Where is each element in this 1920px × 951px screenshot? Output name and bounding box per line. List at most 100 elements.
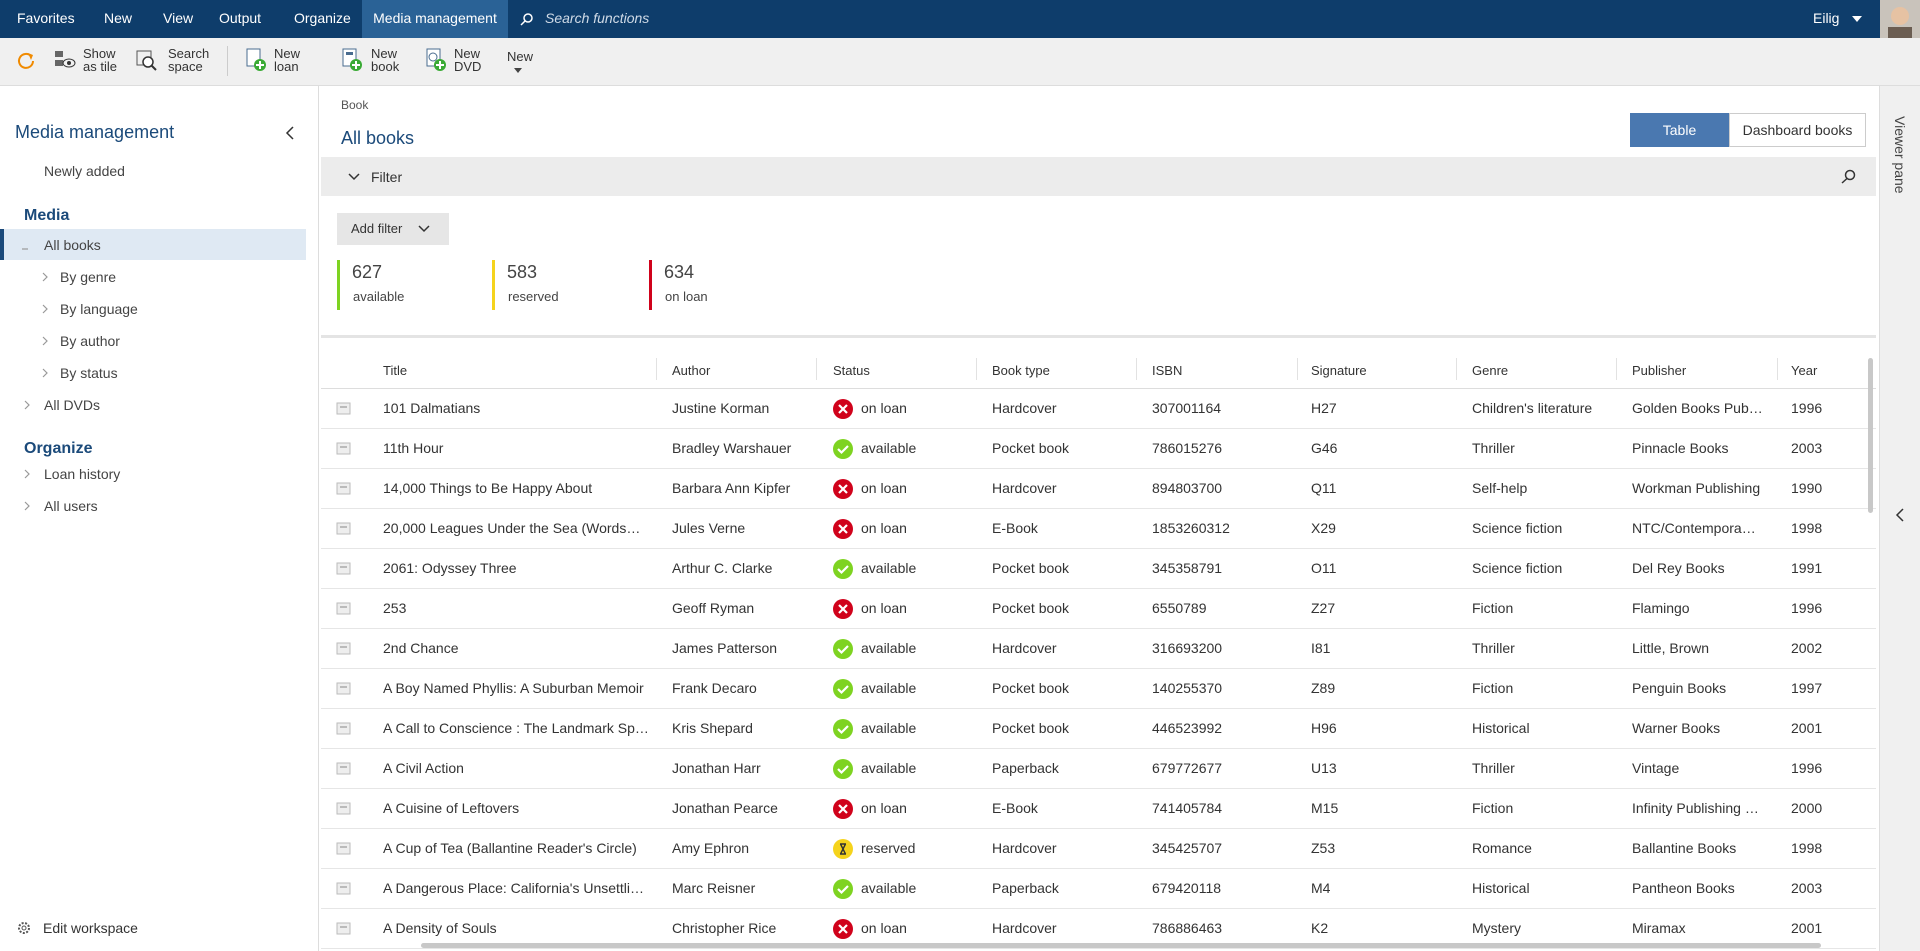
filter-toggle[interactable] — [347, 172, 361, 182]
cell: Pocket book — [992, 560, 1070, 576]
breadcrumb[interactable]: Book — [341, 98, 369, 112]
cell: Del Rey Books — [1632, 560, 1725, 576]
cell: NTC/Contempora… — [1632, 520, 1756, 536]
user-menu[interactable]: Eilig — [1813, 10, 1840, 26]
filter-search[interactable] — [1841, 169, 1857, 185]
toolbar-button[interactable]: New loan — [274, 47, 300, 73]
search-icon — [520, 13, 533, 26]
table-row[interactable]: 11th Hour Bradley Warshauer available Pocke… — [321, 429, 1876, 469]
status-icon — [833, 919, 853, 939]
nav-item[interactable]: By author — [60, 333, 120, 349]
label: Search — [168, 46, 210, 61]
menu-item[interactable]: Organize — [294, 10, 351, 26]
cell: K2 — [1311, 920, 1329, 936]
search-space-icon — [136, 50, 157, 71]
toolbar-button[interactable]: New DVD — [454, 47, 481, 73]
toolbar-button[interactable]: New — [507, 50, 533, 76]
label: loan — [274, 59, 299, 74]
toolbar-button[interactable]: New book — [371, 47, 399, 73]
menu-item[interactable]: View — [163, 10, 194, 26]
column-header[interactable]: Year — [1791, 363, 1818, 378]
nav-item[interactable]: By status — [60, 365, 118, 381]
status-icon — [833, 879, 853, 899]
cell: 1998 — [1791, 840, 1823, 856]
cell: 101 Dalmatians — [383, 400, 481, 416]
view-button[interactable]: Dashboard books — [1729, 113, 1866, 147]
cell: Warner Books — [1632, 720, 1721, 736]
edit-workspace[interactable]: Edit workspace — [43, 920, 138, 936]
nav-item[interactable]: All users — [44, 498, 98, 514]
collapse-button[interactable] — [285, 126, 295, 140]
cell: A Cup of Tea (Ballantine Reader's Circle… — [383, 840, 637, 856]
row-icon — [336, 522, 351, 535]
nav-section: Organize — [24, 440, 93, 457]
new-dvd-icon — [426, 48, 446, 71]
table-row[interactable]: A Civil Action Jonathan Harr available Pape… — [321, 749, 1876, 789]
viewer-pane[interactable]: Viewer pane — [1879, 86, 1920, 951]
table-row[interactable]: A Dangerous Place: California's Unsettli… — [321, 869, 1876, 909]
table-row[interactable]: A Density of Souls Christopher Rice on loa… — [321, 909, 1876, 949]
refresh-button[interactable] — [16, 50, 36, 70]
toolbar-button[interactable]: Search space — [168, 47, 209, 73]
nav-item[interactable]: By genre — [60, 269, 117, 285]
table-row[interactable]: 14,000 Things to Be Happy About Barbara A… — [321, 469, 1876, 509]
cell: Hardcover — [992, 480, 1057, 496]
column-header[interactable]: Signature — [1311, 363, 1367, 378]
cell: 140255370 — [1152, 680, 1223, 696]
nav-item[interactable]: Loan history — [44, 466, 121, 482]
row-icon — [336, 762, 351, 775]
cell: 1853260312 — [1152, 520, 1230, 536]
table-row[interactable]: 2061: Odyssey Three Arthur C. Clarke avail… — [321, 549, 1876, 589]
table-row[interactable]: 2nd Chance James Patterson available Hardco… — [321, 629, 1876, 669]
column-header[interactable]: Title — [383, 363, 408, 378]
table-row[interactable]: 101 Dalmatians Justine Korman on loan Hardc… — [321, 389, 1876, 429]
cell: I81 — [1311, 640, 1331, 656]
counter[interactable]: 583 reserved — [492, 260, 635, 310]
cell: A Density of Souls — [383, 920, 497, 936]
cell: Barbara Ann Kipfer — [672, 480, 791, 496]
nav-item[interactable]: By language — [60, 301, 138, 317]
column-header[interactable]: Status — [833, 363, 870, 378]
menu-item[interactable]: Output — [219, 10, 262, 26]
column-header[interactable]: Author — [672, 363, 711, 378]
table-row[interactable]: 20,000 Leagues Under the Sea (Words… Jule… — [321, 509, 1876, 549]
cell: Hardcover — [992, 920, 1057, 936]
column-header[interactable]: ISBN — [1152, 363, 1183, 378]
table-row[interactable]: 253 Geoff Ryman on loan Pocket book 6550789 Z… — [321, 589, 1876, 629]
row-icon — [336, 802, 351, 815]
menu-item[interactable]: Favorites — [17, 10, 75, 26]
search-input[interactable]: Search functions — [545, 10, 650, 26]
menu-item-active[interactable]: Media management — [362, 0, 508, 38]
nav-item[interactable]: Newly added — [44, 163, 125, 179]
column-header[interactable]: Genre — [1472, 363, 1509, 378]
table-row[interactable]: A Call to Conscience : The Landmark Sp… K… — [321, 709, 1876, 749]
main-content: Book All books Table Dashboard books Fil… — [321, 86, 1876, 951]
table-row[interactable]: A Cup of Tea (Ballantine Reader's Circle… — [321, 829, 1876, 869]
sidebar-title: Media management — [15, 122, 175, 142]
view-button-active[interactable]: Table — [1630, 113, 1729, 147]
counter[interactable]: 627 available — [337, 260, 480, 310]
counter[interactable]: 634 on loan — [649, 260, 792, 310]
header-border — [321, 388, 1876, 389]
table-row[interactable]: A Boy Named Phyllis: A Suburban Memoir Fr… — [321, 669, 1876, 709]
avatar[interactable] — [1880, 0, 1920, 38]
table-row[interactable]: A Cuisine of Leftovers Jonathan Pearce on … — [321, 789, 1876, 829]
nav-item[interactable]: All books — [44, 237, 101, 253]
cell: O11 — [1311, 560, 1337, 576]
toolbar-button[interactable]: Show as tile — [83, 47, 117, 73]
cell: Hardcover — [992, 400, 1057, 416]
cell: 1991 — [1791, 560, 1823, 576]
add-filter-button[interactable] — [337, 213, 449, 245]
column-header[interactable]: Book type — [992, 363, 1050, 378]
expand-button[interactable] — [1895, 508, 1905, 522]
label: New — [274, 46, 301, 61]
menu-item[interactable]: New — [104, 10, 133, 26]
cell: Amy Ephron — [672, 840, 750, 856]
nav-item[interactable]: All DVDs — [44, 397, 101, 413]
table: Title Author Status Book type ISBN Signature G… — [321, 348, 1876, 951]
cell: on loan — [861, 600, 907, 616]
cell: Hardcover — [992, 840, 1057, 856]
column-header[interactable]: Publisher — [1632, 363, 1687, 378]
counter-value: 583 — [507, 262, 538, 282]
column-separator — [656, 358, 657, 380]
